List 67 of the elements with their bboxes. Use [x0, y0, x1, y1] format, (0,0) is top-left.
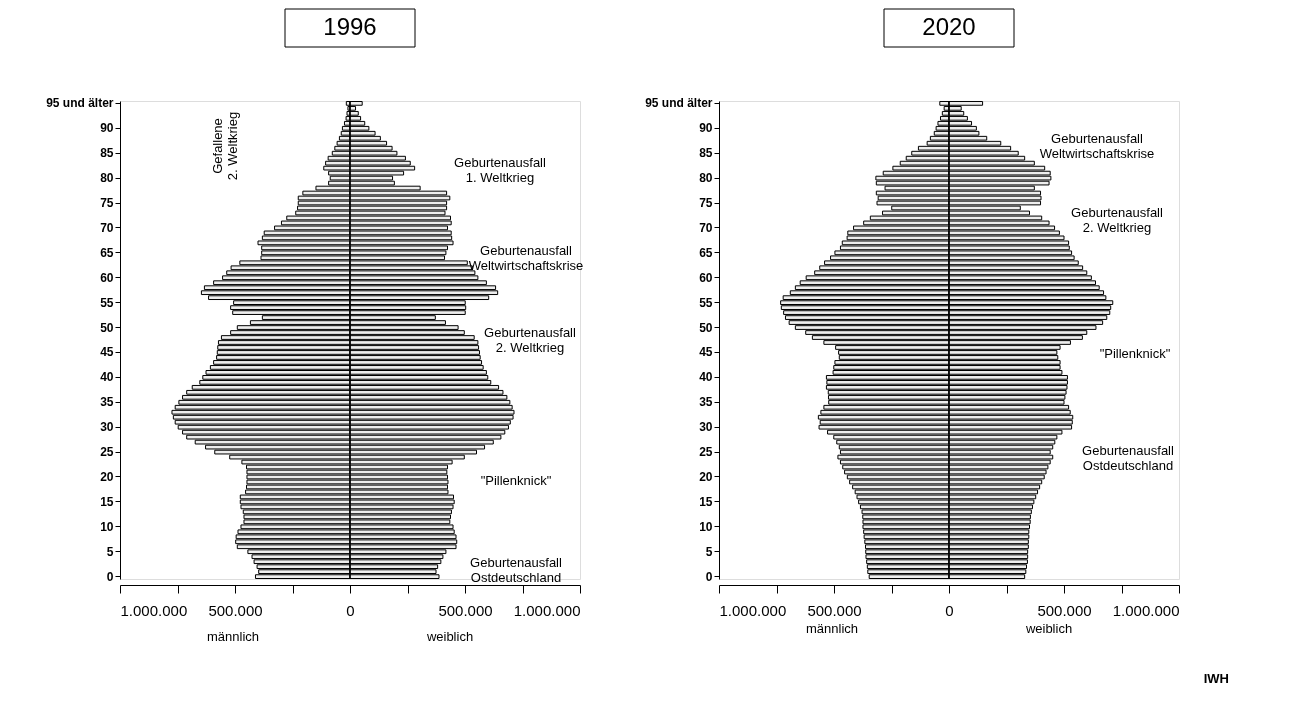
text: weiblich	[425, 629, 474, 644]
chart-title: 1996	[323, 13, 377, 40]
y-tick-label: 90	[100, 121, 114, 136]
y-tick-label: 45	[100, 345, 114, 360]
y-tick-label: 5	[106, 544, 114, 559]
y-tick-label: 15	[699, 494, 713, 509]
y-tick-label: 75	[699, 196, 713, 210]
y-tick-label: 70	[100, 220, 114, 235]
y-tick-label: 75	[100, 196, 114, 210]
y-tick-label: 40	[100, 370, 114, 385]
x-tick-label: 1.000.000	[120, 601, 188, 619]
x-tick-label: 500.000	[1037, 601, 1092, 619]
y-tick-label: 35	[699, 395, 713, 410]
y-tick-label: 65	[699, 245, 713, 260]
annotation: "Pillenknick"	[1099, 346, 1171, 361]
x-tick-label: 1.000.000	[1112, 601, 1180, 619]
annotation: Geburtenausfall Weltwirtschaftskrise	[1039, 131, 1155, 161]
y-tick-label: 95 und älter	[645, 96, 713, 111]
y-tick-label: 10	[100, 519, 114, 534]
chart-title: 2020	[922, 13, 976, 40]
y-tick-label: 85	[699, 146, 713, 161]
y-tick-label: 70	[699, 220, 713, 235]
y-tick-label: 80	[100, 171, 114, 186]
y-tick-label: 55	[100, 295, 114, 310]
annotation: Gefallene 2. Weltkrieg	[210, 111, 240, 181]
x-tick-label: 1.000.000	[719, 601, 787, 619]
y-tick-label: 25	[100, 445, 114, 460]
y-tick-label: 60	[100, 270, 114, 285]
annotation: Geburtenausfall Ostdeutschland	[1082, 443, 1174, 473]
annotation: Geburtenausfall 2. Weltkrieg	[484, 325, 576, 355]
y-tick-label: 85	[100, 146, 114, 161]
y-tick-label: 55	[699, 295, 713, 310]
x-tick-label: 0	[945, 601, 954, 619]
x-tick-label: 500.000	[438, 601, 493, 619]
y-tick-label: 50	[100, 320, 114, 335]
y-tick-label: 65	[100, 245, 114, 260]
x-tick-label: 1.000.000	[513, 601, 581, 619]
annotation: Geburtenausfall Weltwirtschaftskrise	[468, 243, 584, 273]
y-tick-label: 15	[100, 494, 114, 509]
y-tick-label: 40	[699, 370, 713, 385]
y-tick-label: 30	[699, 420, 713, 435]
y-tick-label: 80	[699, 171, 713, 186]
y-tick-label: 5	[705, 544, 713, 559]
text: weiblich	[1024, 621, 1073, 636]
annotation: Geburtenausfall 2. Weltkrieg	[1071, 205, 1163, 235]
x-tick-label: 500.000	[208, 601, 263, 619]
text: männlich	[206, 629, 260, 644]
text: männlich	[805, 621, 859, 636]
y-tick-label: 60	[699, 270, 713, 285]
y-tick-label: 0	[705, 569, 713, 584]
text: IWH	[1203, 671, 1229, 686]
y-tick-label: 45	[699, 345, 713, 360]
y-tick-label: 10	[699, 519, 713, 534]
y-tick-label: 25	[699, 445, 713, 460]
y-tick-label: 0	[106, 569, 114, 584]
y-tick-label: 20	[699, 470, 713, 484]
x-tick-label: 500.000	[807, 601, 862, 619]
y-tick-label: 30	[100, 420, 114, 435]
x-tick-label: 0	[346, 601, 355, 619]
y-tick-label: 50	[699, 320, 713, 335]
y-tick-label: 95 und älter	[46, 96, 114, 111]
y-tick-label: 20	[100, 470, 114, 484]
annotation: Geburtenausfall 1. Weltkrieg	[454, 155, 546, 185]
annotation: Geburtenausfall Ostdeutschland	[470, 555, 562, 585]
y-tick-label: 90	[699, 121, 713, 136]
annotation: "Pillenknick"	[480, 473, 552, 488]
y-tick-label: 35	[100, 395, 114, 410]
